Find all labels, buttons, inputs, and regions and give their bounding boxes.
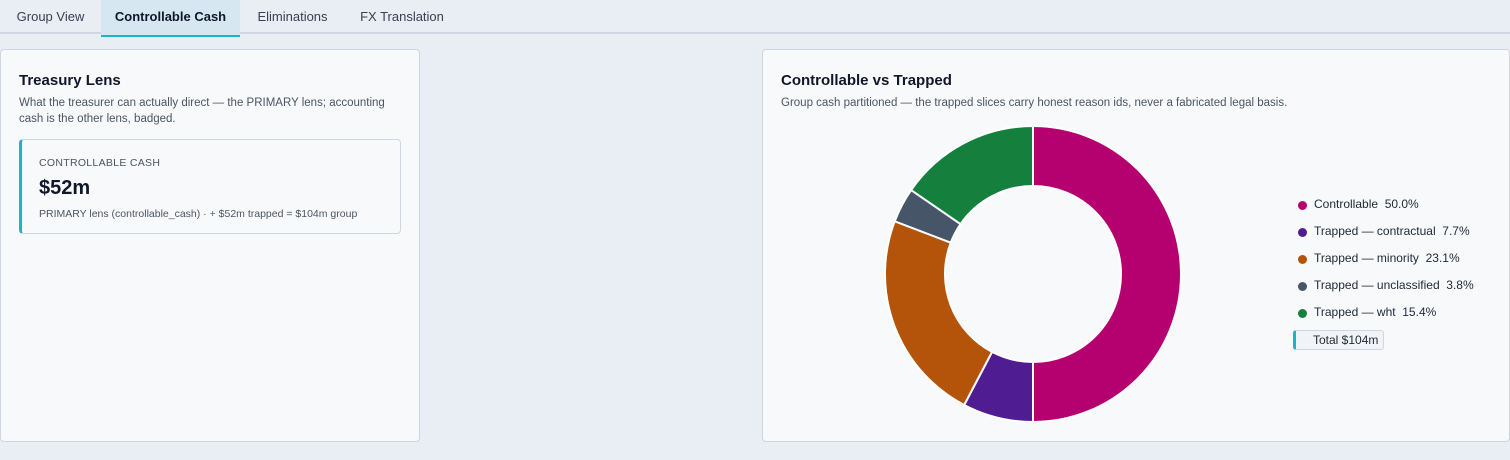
legend-total: Total $104m xyxy=(1293,330,1385,350)
legend-swatch xyxy=(1298,309,1307,318)
legend-label: Controllable 50.0% xyxy=(1314,197,1419,211)
legend-swatch xyxy=(1298,282,1307,291)
tab-eliminations[interactable]: Eliminations xyxy=(257,9,328,24)
tab-group-view[interactable]: Group View xyxy=(16,9,85,24)
donut-slice-0[interactable] xyxy=(1032,124,1182,424)
tab-bar: Group View Controllable Cash Elimination… xyxy=(0,0,1510,37)
tab-controllable-cash[interactable]: Controllable Cash xyxy=(101,0,240,37)
legend-swatch xyxy=(1298,201,1307,210)
donut-slice-2[interactable] xyxy=(884,219,994,407)
tab-fx-translation[interactable]: FX Translation xyxy=(360,9,444,24)
legend-swatch xyxy=(1298,228,1307,237)
kpi-footnote: PRIMARY lens (controllable_cash) · + $52… xyxy=(39,208,358,220)
kpi-label: CONTROLLABLE CASH xyxy=(39,157,161,169)
donut-slice-4[interactable] xyxy=(909,124,1034,226)
split-subtitle: Group cash partitioned — the trapped sli… xyxy=(781,97,1288,109)
legend-swatch xyxy=(1298,255,1307,264)
legend-label: Trapped — minority 23.1% xyxy=(1314,251,1460,265)
treasury-lens-title: Treasury Lens xyxy=(19,72,121,89)
treasury-lens-subtitle: What the treasurer can actually direct —… xyxy=(19,97,385,125)
treasury-lens-card: Treasury Lens What the treasurer can act… xyxy=(0,49,420,442)
legend-label: Trapped — wht 15.4% xyxy=(1314,305,1437,319)
controllable-vs-trapped-card: Controllable vs Trapped Group cash parti… xyxy=(762,49,1510,442)
legend-label: Trapped — contractual 7.7% xyxy=(1314,224,1470,238)
split-title: Controllable vs Trapped xyxy=(781,72,952,89)
controllable-cash-kpi: CONTROLLABLE CASH $52m PRIMARY lens (con… xyxy=(19,139,401,234)
donut-chart xyxy=(884,124,1182,424)
kpi-value: $52m xyxy=(39,177,91,199)
legend-label: Trapped — unclassified 3.8% xyxy=(1314,278,1474,292)
